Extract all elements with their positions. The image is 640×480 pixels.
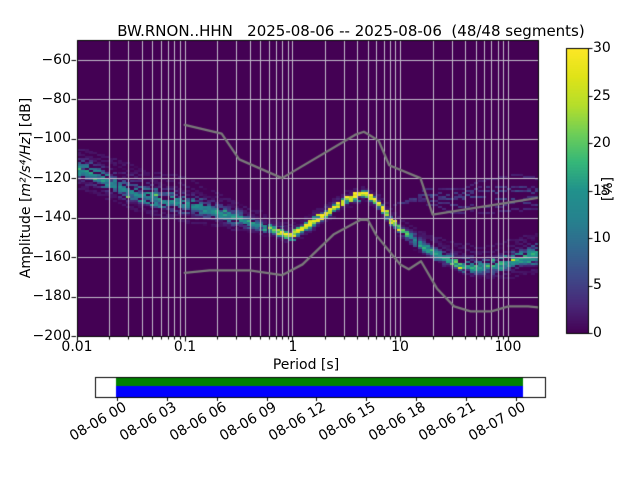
colorbar-tick-label: 0 [593,325,602,341]
y-tick-label: −100 [32,130,71,146]
y-tick-label: −200 [32,328,71,344]
y-tick-label: −60 [41,52,71,68]
y-tick-label: −160 [32,249,71,265]
y-tick-label: −180 [32,288,71,304]
x-tick-label: 100 [494,339,522,355]
y-tick-label: −120 [32,170,71,186]
y-axis-label-prefix: Amplitude [ [18,196,34,279]
colorbar-tick-label: 5 [593,277,602,293]
y-tick-label: −80 [41,91,71,107]
x-tick-label: 10 [391,339,409,355]
plot-title: BW.RNON..HHN 2025-08-06 -- 2025-08-06 (4… [117,22,585,40]
y-axis-label-units: m²/s⁴/Hz [18,137,34,197]
colorbar-tick-label: 25 [593,88,611,104]
x-tick-label: 0.01 [61,339,93,355]
x-tick-label: 0.1 [173,339,197,355]
x-axis-label: Period [s] [272,357,340,373]
y-tick-label: −140 [32,209,71,225]
colorbar-label: [%] [600,176,616,202]
colorbar-tick-label: 10 [593,230,611,246]
x-tick-label: 1 [288,339,298,355]
colorbar-tick-label: 30 [593,40,611,56]
colorbar-tick-label: 15 [593,183,611,199]
colorbar-tick-label: 20 [593,135,611,151]
